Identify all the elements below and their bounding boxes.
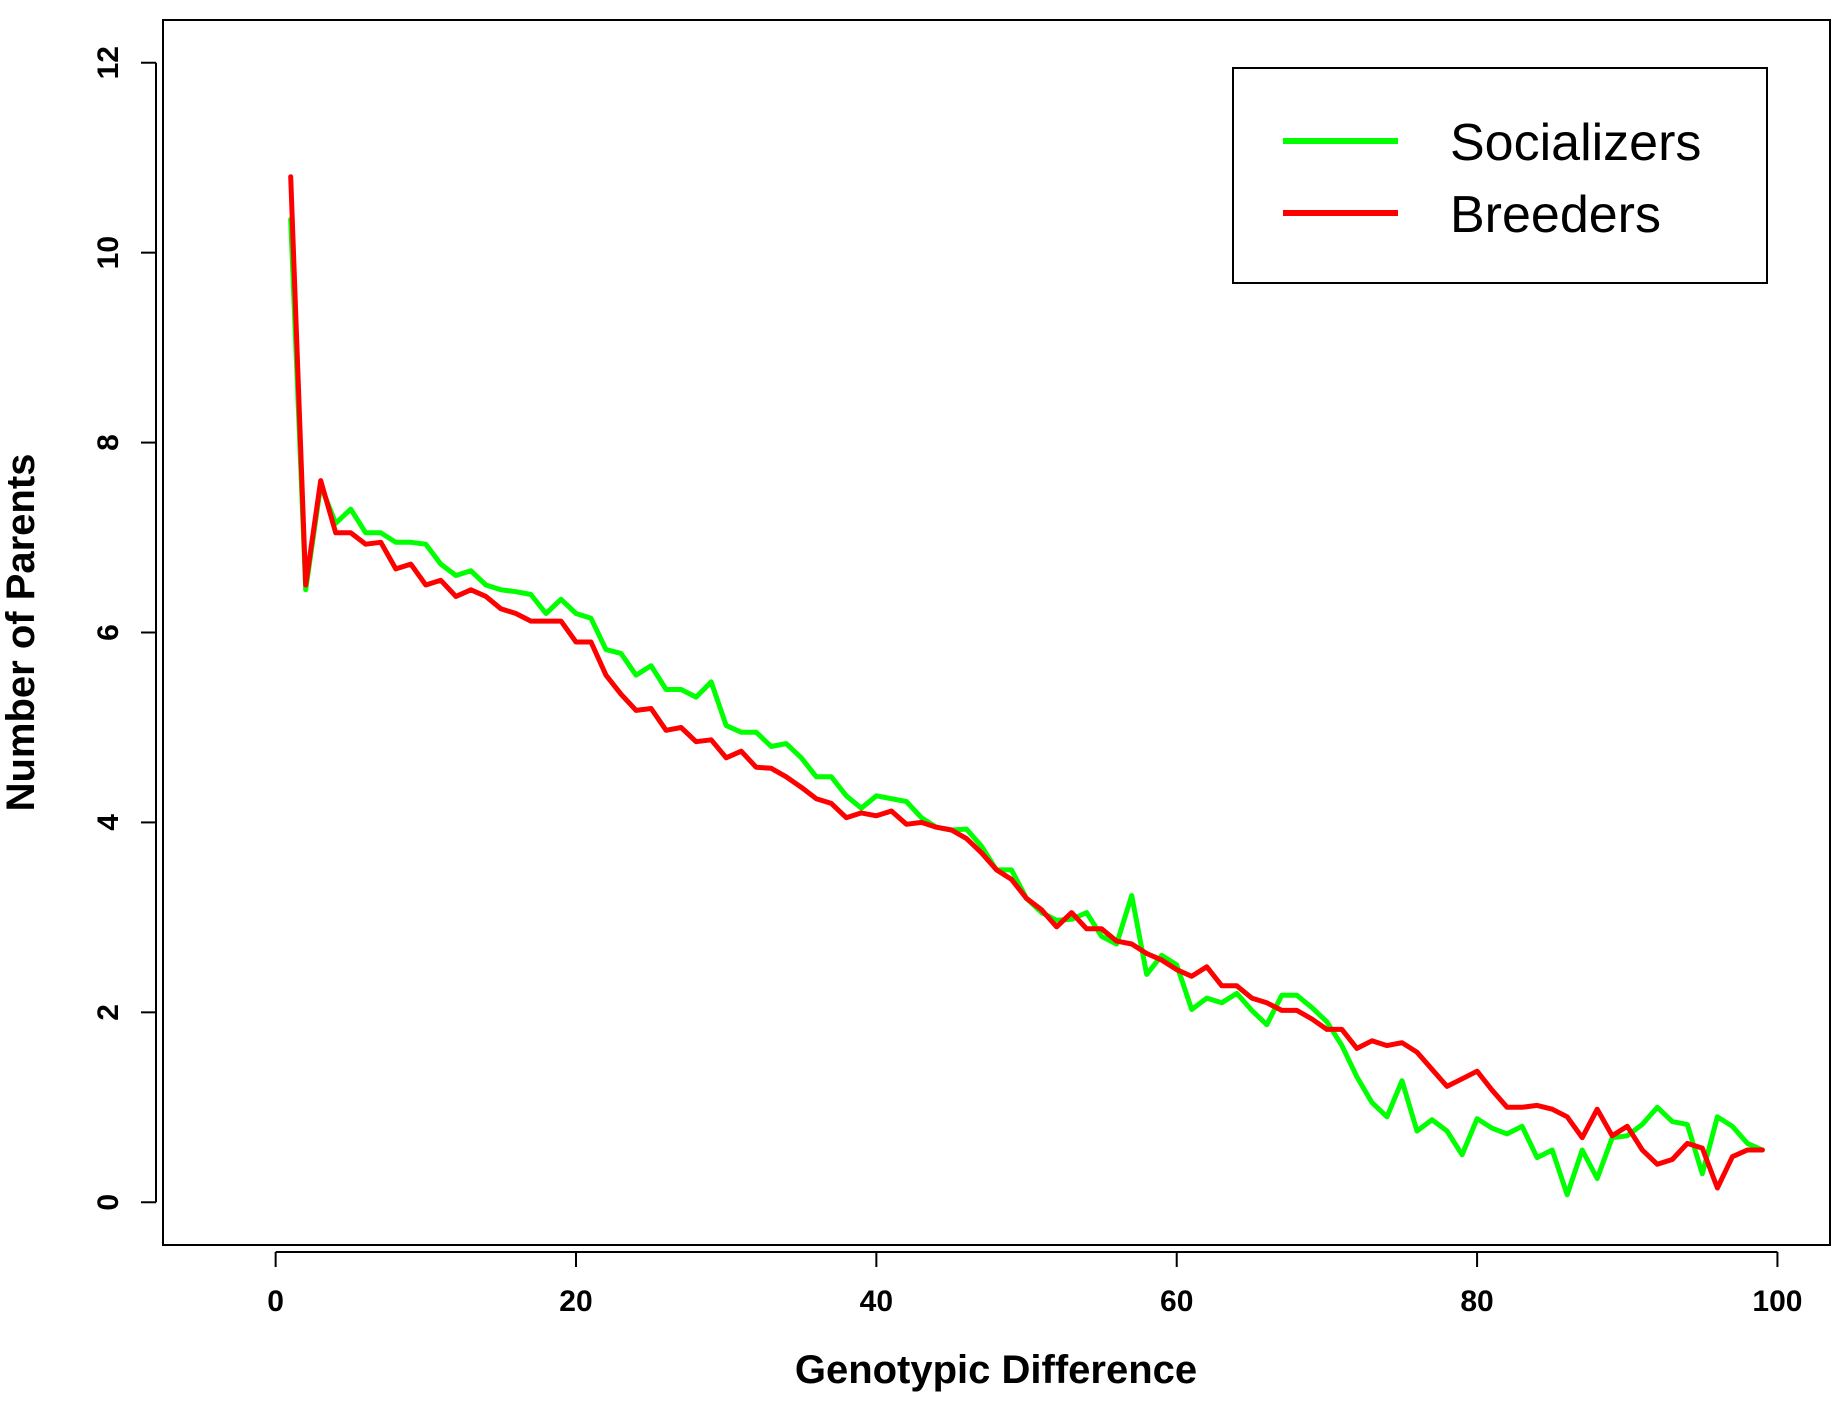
x-axis-title: Genotypic Difference [795, 1348, 1197, 1392]
x-tick-label: 100 [1752, 1285, 1802, 1318]
x-axis: 0 20 40 60 80 100 [267, 1251, 1802, 1318]
legend-box [1232, 67, 1768, 284]
y-tick-label: 2 [92, 1004, 125, 1021]
series-layer [288, 174, 1765, 1198]
x-tick-label: 80 [1460, 1285, 1493, 1318]
legend-label-socializers: Socializers [1450, 114, 1701, 172]
plot-frame [162, 19, 1831, 1246]
y-tick-label: 12 [92, 46, 125, 79]
y-axis-title: Number of Parents [0, 454, 43, 812]
x-tick-label: 60 [1160, 1285, 1193, 1318]
x-tick-label: 20 [559, 1285, 592, 1318]
legend: Socializers Breeders [1232, 67, 1768, 284]
x-tick-label: 0 [267, 1285, 284, 1318]
x-tick-label: 40 [860, 1285, 893, 1318]
y-tick-label: 0 [92, 1194, 125, 1211]
y-tick-label: 4 [92, 814, 125, 831]
y-tick-label: 8 [92, 434, 125, 451]
series-line-breeders [288, 174, 1765, 1191]
y-axis: 0 2 4 6 8 10 12 [92, 46, 157, 1211]
legend-label-breeders: Breeders [1450, 186, 1661, 244]
y-tick-label: 6 [92, 624, 125, 641]
y-tick-label: 10 [92, 236, 125, 269]
